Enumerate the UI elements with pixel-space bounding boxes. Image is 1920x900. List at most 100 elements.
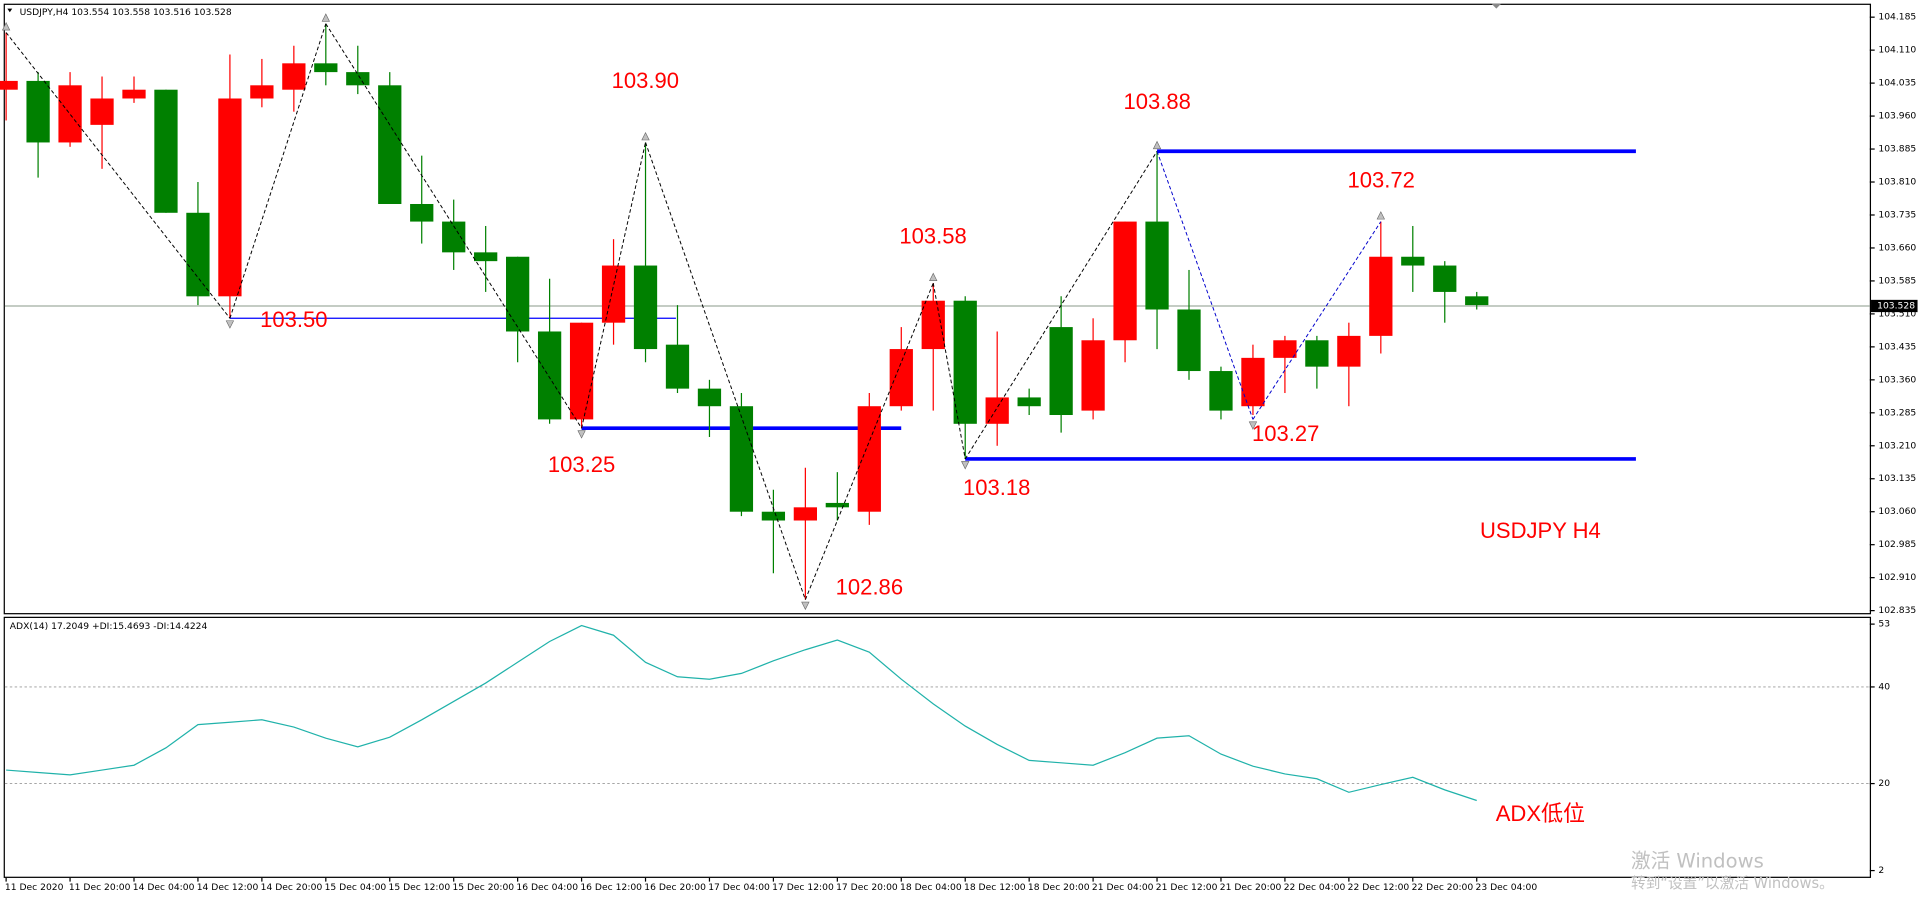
zigzag-segment	[932, 283, 966, 460]
annotation: 103.72	[1348, 167, 1415, 192]
candle-body	[314, 63, 338, 73]
zigzag-segment	[964, 150, 1158, 460]
zigzag-arrow	[321, 13, 330, 22]
zigzag-segment	[804, 282, 934, 600]
adx-panel-frame	[3, 616, 1872, 878]
x-tick-label: 17 Dec 04:00	[708, 882, 770, 893]
candle-body	[90, 98, 114, 125]
x-tick-label: 11 Dec 20:00	[69, 882, 131, 893]
candle-body	[506, 256, 530, 332]
y-tick-label: 103.660	[1878, 242, 1916, 253]
candle-body	[1337, 335, 1361, 367]
watermark-subtitle: 转到“设置”以激活 Windows。	[1631, 875, 1834, 892]
candle-body	[793, 507, 818, 521]
zigzag-segment	[325, 23, 582, 429]
y-tick-label: 102.910	[1878, 572, 1916, 583]
zigzag-segment	[1252, 221, 1382, 420]
y-tick-label: 103.435	[1878, 341, 1916, 352]
candle-body	[1305, 340, 1329, 367]
annotation: 102.86	[836, 574, 903, 599]
x-tick-label: 22 Dec 12:00	[1348, 882, 1410, 893]
zigzag-arrow	[1152, 140, 1162, 150]
zigzag-arrow	[577, 430, 586, 439]
candle-body	[1369, 256, 1393, 336]
adx-header: ADX(14) 17.2049 +DI:15.4693 -DI:14.4224	[10, 621, 208, 632]
candle-body	[697, 388, 722, 407]
x-tick-label: 21 Dec 04:00	[1092, 882, 1154, 893]
zigzag-arrow	[225, 320, 235, 329]
candle-body	[58, 85, 82, 143]
annotation: 103.25	[548, 452, 615, 477]
candle-body	[154, 89, 178, 213]
y-tick-label: 103.360	[1878, 374, 1916, 385]
candle-body	[921, 300, 945, 350]
y-tick-label: 103.585	[1878, 275, 1916, 286]
y-tick-label: 103.960	[1878, 111, 1916, 122]
candle-body	[889, 349, 913, 407]
candle-body	[250, 85, 274, 99]
candle-body	[186, 212, 210, 297]
zigzag-arrow	[1376, 211, 1385, 220]
candle-body	[1017, 397, 1041, 407]
y-tick-label: 104.185	[1878, 12, 1916, 23]
x-tick-label: 21 Dec 12:00	[1156, 882, 1218, 893]
y-tick-label: 103.135	[1878, 473, 1916, 484]
x-tick-label: 22 Dec 04:00	[1284, 882, 1346, 893]
zigzag-arrow	[641, 131, 650, 141]
y-tick-label: 104.035	[1878, 78, 1916, 89]
x-tick-label: 16 Dec 12:00	[580, 882, 642, 893]
x-tick-label: 11 Dec 2020	[5, 882, 64, 893]
x-tick-label: 16 Dec 20:00	[644, 882, 706, 893]
zigzag-arrow	[929, 272, 938, 281]
adx-y-tick-label: 40	[1878, 681, 1890, 692]
adx-y-tick-label: 20	[1878, 778, 1890, 789]
x-tick-label: 15 Dec 04:00	[325, 882, 387, 893]
candle-body	[474, 252, 498, 262]
y-tick-label: 103.810	[1878, 177, 1916, 188]
y-tick-label: 102.835	[1878, 605, 1916, 616]
shift-marker	[1491, 3, 1502, 9]
candle-body	[1049, 327, 1073, 416]
x-tick-label: 14 Dec 20:00	[261, 882, 323, 893]
watermark-title: 激活 Windows	[1631, 849, 1764, 872]
menu-triangle[interactable]	[7, 8, 13, 13]
last-price-label: 103.528	[1877, 300, 1915, 311]
x-tick-label: 17 Dec 12:00	[772, 882, 834, 893]
annotation: 103.27	[1252, 421, 1319, 446]
zigzag-arrow	[1, 22, 11, 31]
candle-body	[122, 89, 146, 99]
y-tick-label: 103.735	[1878, 209, 1916, 220]
x-tick-label: 15 Dec 20:00	[452, 882, 514, 893]
candle-body	[1177, 309, 1201, 372]
candle-body	[601, 265, 626, 323]
annotation: 103.58	[899, 224, 966, 249]
adx-y-tick-label: 2	[1878, 865, 1884, 876]
y-tick-label: 104.110	[1878, 45, 1916, 56]
chart-header: USDJPY,H4 103.554 103.558 103.516 103.52…	[20, 7, 232, 18]
annotation: USDJPY H4	[1480, 518, 1601, 543]
candle-body	[1273, 340, 1297, 358]
x-tick-label: 16 Dec 04:00	[516, 882, 578, 893]
x-tick-label: 22 Dec 20:00	[1412, 882, 1474, 893]
annotation: 103.50	[260, 307, 327, 332]
zigzag-arrow	[801, 601, 810, 611]
candle-body	[0, 80, 18, 90]
candle-body	[537, 331, 562, 420]
candle-body	[729, 406, 754, 512]
candle-body	[1433, 265, 1457, 292]
annotation: ADX低位	[1496, 801, 1585, 826]
y-tick-label: 103.210	[1878, 440, 1916, 451]
annotation: 103.18	[963, 475, 1030, 500]
zigzag-arrow	[1248, 421, 1258, 430]
y-tick-label: 103.060	[1878, 506, 1916, 517]
candle-body	[218, 98, 242, 297]
zigzag-segment	[229, 23, 327, 319]
candle-body	[857, 406, 881, 512]
annotation: 103.88	[1123, 89, 1190, 114]
candle-body	[410, 203, 434, 222]
candle-body	[1113, 221, 1137, 341]
candle-body	[953, 300, 977, 424]
